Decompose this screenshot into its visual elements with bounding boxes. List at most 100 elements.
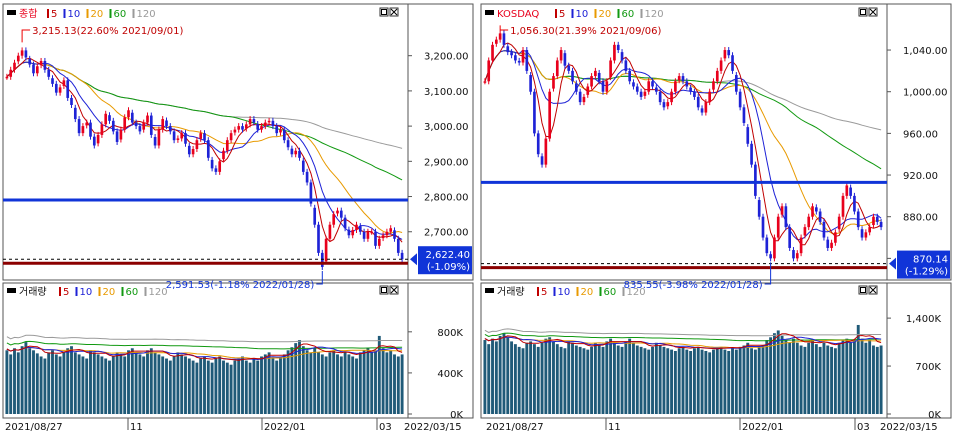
candle-body	[271, 120, 275, 127]
volume-bar	[233, 360, 237, 414]
volume-bar	[822, 342, 826, 414]
candle-body	[765, 237, 769, 254]
price-tick-label: 1,000.00	[903, 88, 948, 99]
candle-body	[39, 60, 43, 66]
volume-bar	[704, 350, 708, 414]
volume-bar	[180, 354, 184, 414]
candle-body	[506, 46, 510, 53]
candle-body	[62, 80, 66, 86]
candle-body	[214, 168, 218, 172]
candle-body	[491, 44, 494, 61]
volume-bar	[362, 350, 366, 414]
ma-legend-swatch	[617, 9, 620, 18]
volume-bar	[332, 350, 336, 414]
candle-body	[396, 238, 400, 253]
volume-bar	[294, 343, 298, 414]
close-icon[interactable]	[389, 7, 399, 17]
maximize-button[interactable]	[858, 285, 868, 295]
candle-body	[582, 96, 586, 103]
candle-body	[184, 133, 187, 144]
volume-bar	[597, 345, 601, 414]
volume-bar	[772, 333, 776, 414]
x-axis-label: 03	[857, 422, 870, 433]
volume-ma60-line	[6, 340, 403, 350]
candle-body	[377, 238, 381, 246]
candle-body	[704, 102, 708, 113]
maximize-button[interactable]	[858, 7, 868, 17]
candle-body	[708, 91, 711, 103]
candle-body	[51, 78, 54, 84]
volume-bar	[85, 358, 89, 414]
volume-bar	[28, 348, 32, 414]
volume-bar	[799, 345, 803, 414]
volume-bar	[24, 342, 28, 414]
close-icon[interactable]	[868, 285, 878, 295]
candle-body	[123, 117, 127, 130]
volume-bar	[282, 354, 286, 414]
candle-body	[826, 239, 830, 248]
candle-body	[590, 76, 593, 87]
close-icon[interactable]	[389, 285, 399, 295]
legend-marker-icon	[485, 288, 494, 293]
candle-body	[517, 60, 521, 63]
candle-body	[70, 97, 73, 105]
volume-bar	[317, 352, 320, 414]
candle-body	[233, 129, 237, 133]
candle-body	[73, 107, 77, 120]
candle-body	[111, 120, 115, 132]
high-annotation: 1,056.30(21.39% 2021/09/06)	[510, 26, 661, 37]
volume-bar	[605, 341, 609, 414]
legend-marker-icon	[7, 288, 16, 293]
candle-body	[655, 87, 658, 92]
candle-body	[670, 91, 673, 103]
candle-body	[643, 91, 647, 96]
candle-body	[168, 126, 172, 132]
volume-bar	[689, 350, 693, 414]
candle-body	[822, 221, 826, 238]
volume-ma-label: 5	[541, 287, 547, 298]
maximize-button[interactable]	[379, 7, 389, 17]
volume-ma10-line	[6, 346, 403, 361]
ma-legend-label: 20	[91, 9, 104, 20]
volume-bar	[35, 353, 39, 414]
candle-body	[773, 237, 776, 259]
volume-bar	[654, 342, 658, 414]
volume-bar	[727, 350, 731, 414]
volume-bar	[81, 356, 85, 414]
candle-body	[510, 52, 513, 56]
volume-bar	[769, 337, 773, 414]
candle-body	[685, 81, 689, 87]
volume-bar	[513, 344, 517, 414]
x-axis-label: 11	[130, 422, 143, 433]
volume-bar	[286, 350, 290, 414]
ma-legend-swatch	[640, 9, 643, 18]
maximize-icon[interactable]	[858, 285, 868, 295]
volume-bar	[96, 354, 100, 414]
candle-body	[693, 91, 696, 97]
candle-body	[96, 134, 100, 144]
volume-bar	[765, 340, 769, 414]
candle-body	[328, 224, 332, 239]
maximize-icon[interactable]	[379, 7, 389, 17]
candle-body	[298, 150, 301, 158]
candle-body	[514, 55, 517, 61]
candle-body	[400, 252, 404, 260]
maximize-button[interactable]	[379, 285, 389, 295]
volume-bar	[400, 354, 404, 414]
ma-legend-swatch	[47, 9, 49, 18]
volume-ma-label: 20	[103, 287, 116, 298]
maximize-icon[interactable]	[379, 285, 389, 295]
volume-bar	[692, 348, 696, 414]
candle-body	[624, 60, 628, 71]
price-tick-label: 3,200.00	[424, 52, 469, 63]
maximize-icon[interactable]	[858, 7, 868, 17]
volume-bar	[138, 354, 142, 414]
candle-body	[393, 230, 396, 239]
candle-body	[100, 124, 104, 135]
candle-body	[81, 126, 85, 134]
volume-bar	[195, 362, 199, 414]
volume-bar	[742, 345, 746, 414]
volume-bar	[187, 358, 191, 414]
close-icon[interactable]	[868, 7, 878, 17]
volume-bar	[298, 340, 301, 414]
